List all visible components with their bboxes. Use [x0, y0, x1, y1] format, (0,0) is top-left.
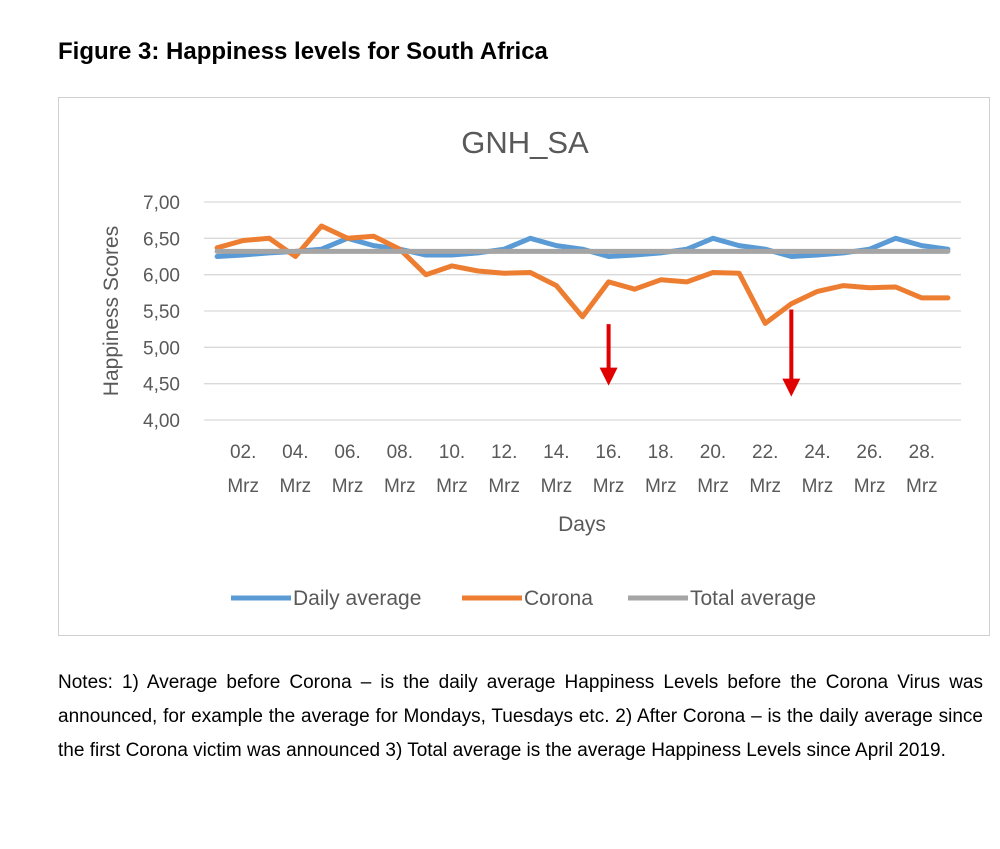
x-tick-day: 16. [595, 442, 621, 463]
x-tick-month: Mrz [541, 476, 573, 497]
x-tick-month: Mrz [645, 476, 677, 497]
x-axis-ticks: 02. Mrz 04. Mrz 06. Mrz 08. Mrz 10. Mrz 12. Mrz 14. M… [227, 442, 937, 497]
figure-title: Figure 3: Happiness levels for South Afr… [58, 38, 548, 65]
y-tick-label: 6,00 [143, 266, 180, 287]
legend-item: Total average [628, 587, 816, 610]
x-tick-day: 02. [230, 442, 256, 463]
x-tick-label: 14. Mrz [541, 442, 573, 497]
x-tick-day: 10. [439, 442, 465, 463]
gridlines [204, 201, 961, 421]
x-tick-label: 22. Mrz [749, 442, 781, 497]
x-tick-month: Mrz [749, 476, 781, 497]
y-tick-label: 6,50 [143, 229, 180, 250]
annotation-arrow [782, 309, 801, 397]
x-tick-day: 22. [752, 442, 778, 463]
x-tick-month: Mrz [436, 476, 468, 497]
x-tick-month: Mrz [593, 476, 625, 497]
x-tick-day: 04. [282, 442, 308, 463]
x-tick-day: 12. [491, 442, 517, 463]
legend-label: Corona [524, 587, 593, 610]
annotation-arrows [599, 309, 801, 397]
y-axis-ticks: 4,00 4,50 5,00 5,50 6,00 6,50 7,00 [143, 193, 180, 432]
y-tick-label: 7,00 [143, 193, 180, 214]
chart-frame: GNH_SA 4,00 4,50 5,00 5,50 6,00 6,50 7,00 02. M… [58, 97, 990, 636]
y-tick-label: 5,00 [143, 338, 180, 359]
legend: Daily average Corona Total average [231, 587, 816, 610]
x-tick-label: 08. Mrz [384, 442, 416, 497]
x-tick-label: 10. Mrz [436, 442, 468, 497]
x-tick-month: Mrz [802, 476, 834, 497]
x-tick-label: 26. Mrz [854, 442, 886, 497]
y-tick-label: 4,50 [143, 375, 180, 396]
x-tick-month: Mrz [854, 476, 886, 497]
y-tick-label: 4,00 [143, 411, 180, 432]
x-tick-day: 14. [543, 442, 569, 463]
line-chart: GNH_SA 4,00 4,50 5,00 5,50 6,00 6,50 7,00 02. M… [100, 125, 961, 610]
x-tick-label: 06. Mrz [332, 442, 364, 497]
x-tick-day: 28. [909, 442, 935, 463]
x-tick-day: 18. [648, 442, 674, 463]
series-lines [214, 223, 951, 326]
y-tick-label: 5,50 [143, 302, 180, 323]
series-line-corona [214, 223, 951, 326]
legend-item: Corona [462, 587, 593, 610]
x-tick-month: Mrz [488, 476, 520, 497]
x-tick-day: 26. [856, 442, 882, 463]
x-tick-month: Mrz [280, 476, 312, 497]
x-tick-label: 24. Mrz [802, 442, 834, 497]
x-tick-month: Mrz [697, 476, 729, 497]
x-tick-month: Mrz [906, 476, 938, 497]
x-tick-month: Mrz [227, 476, 259, 497]
x-axis-label: Days [558, 513, 606, 536]
x-tick-label: 04. Mrz [280, 442, 312, 497]
x-tick-day: 06. [334, 442, 360, 463]
legend-item: Daily average [231, 587, 421, 610]
x-tick-label: 16. Mrz [593, 442, 625, 497]
x-tick-month: Mrz [332, 476, 364, 497]
x-tick-label: 20. Mrz [697, 442, 729, 497]
legend-label: Total average [690, 587, 816, 610]
x-tick-day: 08. [387, 442, 413, 463]
x-tick-label: 18. Mrz [645, 442, 677, 497]
chart-title: GNH_SA [461, 125, 589, 160]
x-tick-month: Mrz [384, 476, 416, 497]
figure-notes: Notes: 1) Average before Corona – is the… [58, 672, 983, 761]
legend-label: Daily average [293, 587, 421, 610]
annotation-arrow [599, 324, 618, 386]
x-tick-label: 12. Mrz [488, 442, 520, 497]
x-tick-day: 20. [700, 442, 726, 463]
x-tick-label: 28. Mrz [906, 442, 938, 497]
x-tick-day: 24. [804, 442, 830, 463]
y-axis-label: Happiness Scores [100, 226, 123, 396]
x-tick-label: 02. Mrz [227, 442, 259, 497]
